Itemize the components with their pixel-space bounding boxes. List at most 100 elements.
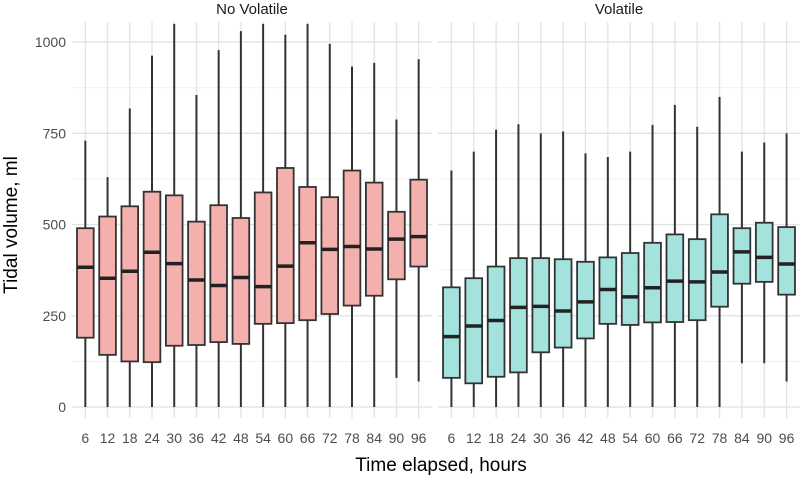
x-tick-label: 66	[667, 430, 683, 446]
box-72	[687, 126, 707, 408]
box-iqr	[687, 238, 707, 322]
x-tick-label: 36	[189, 430, 205, 446]
box-iqr	[298, 186, 317, 322]
box-iqr	[98, 215, 117, 356]
box-78	[342, 66, 362, 408]
box-iqr	[276, 167, 295, 325]
box-96	[409, 59, 428, 382]
box-iqr	[231, 217, 251, 345]
box-48	[231, 31, 251, 408]
box-iqr	[620, 252, 640, 326]
y-axis-title: Tidal volume, ml	[1, 156, 22, 294]
y-tick-label: 750	[43, 125, 67, 141]
box-iqr	[464, 277, 484, 385]
box-60	[276, 34, 295, 408]
box-84	[364, 62, 384, 408]
box-iqr	[209, 204, 228, 343]
box-iqr	[754, 221, 774, 283]
box-iqr	[142, 190, 162, 364]
x-tick-label: 84	[734, 430, 750, 446]
x-tick-label: 90	[756, 430, 772, 446]
box-36	[553, 131, 573, 408]
box-42	[209, 50, 228, 408]
box-66	[298, 23, 317, 408]
box-iqr	[387, 210, 406, 281]
box-iqr	[364, 181, 384, 297]
x-tick-label: 96	[411, 430, 427, 446]
box-iqr	[777, 226, 796, 296]
box-iqr	[120, 205, 140, 363]
box-iqr	[509, 257, 528, 374]
box-iqr	[665, 233, 685, 323]
x-tick-label: 66	[300, 430, 316, 446]
x-tick-label: 6	[448, 430, 456, 446]
x-tick-label: 6	[81, 430, 89, 446]
facet-label: No Volatile	[216, 1, 288, 18]
y-tick-label: 250	[43, 308, 67, 324]
y-tick-label: 0	[58, 399, 66, 415]
box-iqr	[164, 194, 184, 347]
x-tick-label: 54	[255, 430, 271, 446]
x-tick-label: 60	[278, 430, 294, 446]
x-axis-title: Time elapsed, hours	[355, 455, 526, 476]
box-90	[754, 142, 774, 364]
x-tick-label: 42	[211, 430, 227, 446]
x-tick-label: 24	[511, 430, 527, 446]
box-iqr	[409, 178, 428, 268]
box-36	[187, 94, 206, 408]
box-30	[164, 23, 184, 408]
box-iqr	[76, 227, 95, 339]
x-tick-label: 78	[344, 430, 360, 446]
facet-panel: Volatile	[438, 1, 800, 418]
x-tick-label: 72	[322, 430, 338, 446]
box-78	[710, 96, 729, 408]
y-tick-label: 1000	[35, 34, 66, 50]
box-72	[320, 43, 340, 408]
box-iqr	[553, 258, 573, 349]
box-iqr	[576, 260, 595, 340]
x-tick-label: 48	[233, 430, 249, 446]
x-tick-label: 12	[466, 430, 482, 446]
x-tick-label: 60	[645, 430, 661, 446]
box-24	[142, 55, 162, 408]
x-tick-label: 36	[555, 430, 571, 446]
box-12	[98, 177, 117, 408]
x-tick-label: 96	[779, 430, 795, 446]
box-18	[120, 108, 140, 408]
y-axis: 0 250 500 750 1000	[35, 34, 66, 415]
x-tick-label: 84	[366, 430, 382, 446]
box-42	[576, 153, 595, 408]
box-24	[509, 124, 528, 408]
facet-label: Volatile	[595, 1, 643, 18]
panels: No Volatile Volatile	[72, 1, 800, 418]
x-tick-label: 90	[389, 430, 405, 446]
box-30	[531, 133, 551, 408]
x-tick-label: 78	[712, 430, 728, 446]
x-tick-label: 48	[600, 430, 616, 446]
box-12	[464, 151, 484, 408]
box-90	[387, 119, 406, 378]
box-6	[76, 140, 95, 408]
box-18	[486, 129, 506, 408]
box-54	[253, 23, 273, 408]
box-60	[643, 124, 662, 408]
x-tick-label: 12	[100, 430, 116, 446]
box-iqr	[442, 286, 461, 379]
facet-panel: No Volatile	[72, 1, 432, 418]
x-tick-label: 54	[622, 430, 638, 446]
box-iqr	[253, 191, 273, 325]
box-6	[442, 170, 461, 408]
box-iqr	[342, 169, 362, 307]
box-48	[598, 157, 618, 408]
box-66	[665, 104, 685, 408]
x-tick-label: 72	[689, 430, 705, 446]
x-tick-label: 30	[166, 430, 182, 446]
x-axes: 6 12 18 24 30 36 42 48 54 60 66 72 78 84 90 96 6 12 18 24 30…	[81, 430, 794, 446]
x-tick-label: 24	[144, 430, 160, 446]
box-iqr	[643, 241, 662, 324]
box-84	[732, 151, 752, 364]
x-tick-label: 30	[533, 430, 549, 446]
x-tick-label: 18	[122, 430, 138, 446]
x-tick-label: 18	[488, 430, 504, 446]
